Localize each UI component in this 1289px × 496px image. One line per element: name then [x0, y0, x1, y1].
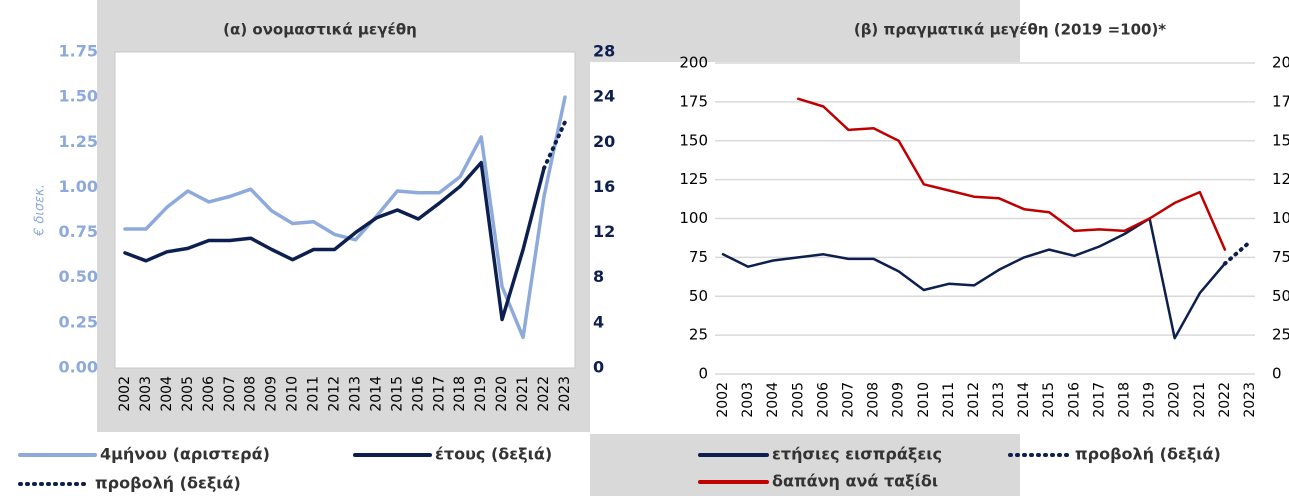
- x-tick-label: 2012: [327, 376, 343, 412]
- legend-label: 4μήνου (αριστερά): [100, 445, 270, 464]
- y2-tick-label: 50: [1272, 287, 1289, 305]
- x-tick-label: 2018: [1117, 382, 1133, 418]
- x-tick-label: 2014: [1016, 382, 1032, 418]
- y2-tick-label: 8: [593, 267, 604, 286]
- x-tick-label: 2011: [306, 376, 322, 412]
- x-tick-label: 2008: [243, 376, 259, 412]
- y-tick-label: 0.50: [59, 267, 98, 286]
- panel-background: [590, 434, 1020, 496]
- y-tick-label: 1.25: [59, 132, 98, 151]
- y-tick-label: 125: [679, 170, 708, 188]
- x-tick-label: 2023: [557, 376, 573, 412]
- x-tick-label: 2015: [389, 376, 405, 412]
- y2-tick-label: 175: [1272, 92, 1289, 110]
- x-tick-label: 2006: [201, 376, 217, 412]
- x-tick-label: 2022: [1217, 382, 1233, 418]
- y-tick-label: 200: [679, 54, 708, 72]
- series-line: [542, 120, 567, 171]
- x-tick-label: 2013: [347, 376, 363, 412]
- x-tick-label: 2003: [138, 376, 154, 412]
- y2-tick-label: 20: [593, 132, 615, 151]
- y2-tick-label: 0: [1272, 365, 1282, 383]
- series-line: [797, 97, 1227, 251]
- legend-label: προβολή (δεξιά): [1075, 445, 1221, 464]
- y2-tick-label: 150: [1272, 131, 1289, 149]
- x-tick-label: 2012: [966, 382, 982, 418]
- y2-tick-label: 4: [593, 312, 604, 331]
- y-tick-label: 1.75: [59, 42, 98, 61]
- y2-tick-label: 125: [1272, 170, 1289, 188]
- x-tick-label: 2014: [368, 376, 384, 412]
- series-line: [1222, 239, 1252, 266]
- x-tick-label: 2002: [715, 382, 731, 418]
- y-tick-label: 75: [689, 248, 708, 266]
- chart-title: (β) πραγματικά μεγέθη (2019 =100)*: [854, 21, 1166, 39]
- legend-label: προβολή (δεξιά): [95, 474, 241, 493]
- legend-label: έτους (δεξιά): [435, 445, 552, 464]
- x-tick-label: 2003: [740, 382, 756, 418]
- x-tick-label: 2018: [452, 376, 468, 412]
- legend-label: ετήσιες εισπράξεις: [772, 445, 942, 464]
- y-tick-label: 0.25: [59, 312, 98, 331]
- x-tick-label: 2017: [1091, 382, 1107, 418]
- panel-background: [590, 0, 1020, 62]
- x-tick-label: 2011: [941, 382, 957, 418]
- series-line: [123, 95, 567, 340]
- x-tick-label: 2019: [473, 376, 489, 412]
- x-tick-label: 2017: [431, 376, 447, 412]
- y2-tick-label: 100: [1272, 209, 1289, 227]
- x-tick-label: 2006: [815, 382, 831, 418]
- y-tick-label: 0: [698, 365, 708, 383]
- y-tick-label: 1.00: [59, 177, 98, 196]
- x-tick-label: 2010: [916, 382, 932, 418]
- x-tick-label: 2008: [866, 382, 882, 418]
- x-tick-label: 2022: [536, 376, 552, 412]
- y-tick-label: 25: [689, 326, 708, 344]
- x-tick-label: 2007: [222, 376, 238, 412]
- x-tick-label: 2010: [285, 376, 301, 412]
- x-tick-label: 2009: [891, 382, 907, 418]
- y2-tick-label: 12: [593, 222, 615, 241]
- x-tick-label: 2016: [410, 376, 426, 412]
- x-tick-label: 2004: [159, 376, 175, 412]
- y2-tick-label: 200: [1272, 54, 1289, 72]
- x-tick-label: 2005: [790, 382, 806, 418]
- x-tick-label: 2019: [1142, 382, 1158, 418]
- y2-tick-label: 0: [593, 358, 604, 377]
- x-tick-label: 2020: [494, 376, 510, 412]
- y-tick-label: 150: [679, 131, 708, 149]
- y2-tick-label: 28: [593, 42, 615, 61]
- y2-tick-label: 24: [593, 87, 615, 106]
- y-tick-label: 0.00: [59, 358, 98, 377]
- x-tick-label: 2002: [117, 376, 133, 412]
- x-tick-label: 2013: [991, 382, 1007, 418]
- x-tick-label: 2021: [515, 376, 531, 412]
- chart-title: (α) ονομαστικά μεγέθη: [223, 21, 417, 39]
- x-tick-label: 2020: [1167, 382, 1183, 418]
- x-tick-label: 2021: [1192, 382, 1208, 418]
- y-tick-label: 100: [679, 209, 708, 227]
- y2-tick-label: 25: [1272, 326, 1289, 344]
- x-tick-label: 2004: [765, 382, 781, 418]
- x-tick-label: 2015: [1041, 382, 1057, 418]
- y-tick-label: 175: [679, 92, 708, 110]
- y-axis-label: € δισεκ.: [33, 184, 48, 237]
- x-tick-label: 2005: [180, 376, 196, 412]
- series-line: [123, 160, 546, 322]
- x-tick-label: 2007: [840, 382, 856, 418]
- y2-tick-label: 16: [593, 177, 615, 196]
- legend-label: δαπάνη ανά ταξίδι: [772, 472, 938, 491]
- x-tick-label: 2023: [1242, 382, 1258, 418]
- y2-tick-label: 75: [1272, 248, 1289, 266]
- plot-area: [114, 51, 576, 369]
- y-tick-label: 0.75: [59, 222, 98, 241]
- x-tick-label: 2009: [264, 376, 280, 412]
- y-tick-label: 50: [689, 287, 708, 305]
- y-tick-label: 1.50: [59, 87, 98, 106]
- x-tick-label: 2016: [1066, 382, 1082, 418]
